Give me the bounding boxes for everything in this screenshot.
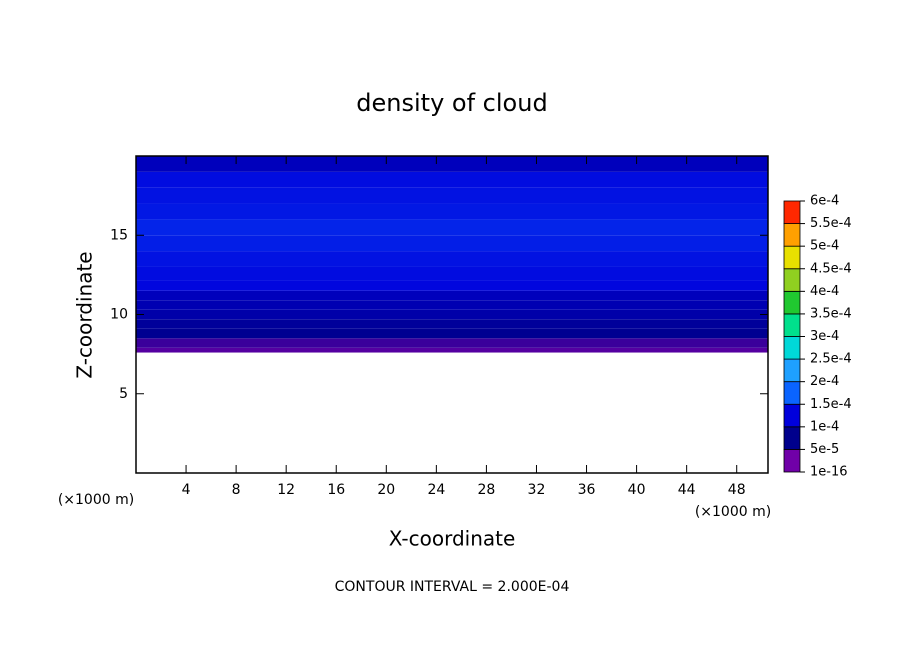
x-tick-label: 36: [578, 482, 596, 498]
x-tick-label: 28: [478, 482, 496, 498]
y-tick-label: 10: [110, 307, 128, 323]
x-tick-label: 8: [232, 482, 241, 498]
colorbar-label: 4e-4: [810, 284, 839, 299]
x-tick-label: 20: [377, 482, 395, 498]
contour-band: [136, 290, 768, 301]
colorbar-label: 2e-4: [810, 374, 839, 389]
x-tick-label: 40: [628, 482, 646, 498]
y-axis-label: Z-coordinate: [73, 251, 97, 378]
contour-band: [136, 266, 768, 281]
x-tick-label: 32: [528, 482, 546, 498]
colorbar-label: 1.5e-4: [810, 397, 852, 412]
contour-band: [136, 319, 768, 329]
contour-band: [136, 309, 768, 320]
x-unit: (×1000 m): [58, 492, 134, 508]
colorbar-box: [783, 449, 801, 473]
footer: CONTOUR INTERVAL = 2.000E-04: [335, 579, 570, 595]
colorbar-label: 2.5e-4: [810, 352, 852, 367]
colorbar-box: [783, 245, 801, 270]
contour-band: [136, 280, 768, 291]
x-tick-label: 44: [678, 482, 696, 498]
y-tick-label: 5: [119, 386, 128, 402]
contour-band: [136, 171, 768, 188]
colorbar-box: [783, 403, 801, 428]
colorbar-box: [783, 381, 801, 405]
x-tick-label: 4: [182, 482, 191, 498]
colorbar-box: [783, 223, 801, 247]
colorbar-label: 5e-4: [810, 239, 839, 254]
colorbar-box: [783, 313, 801, 337]
contour-band: [136, 347, 768, 353]
contour-band: [136, 300, 768, 310]
contour-band: [136, 251, 768, 267]
colorbar-label: 1e-4: [810, 419, 839, 434]
chart-title: density of cloud: [356, 89, 547, 117]
contour-band: [136, 219, 768, 236]
x-tick-label: 48: [728, 482, 746, 498]
colorbar-box: [783, 200, 801, 224]
colorbar-label: 1e-16: [810, 465, 848, 480]
colorbar-box: [783, 426, 801, 450]
colorbar-label: 3e-4: [810, 329, 839, 344]
colorbar-label: 5e-5: [810, 442, 839, 457]
contour-band: [136, 338, 768, 348]
x-tick-label: 24: [427, 482, 445, 498]
colorbar-label: 5.5e-4: [810, 216, 852, 231]
x-tick-label: 12: [277, 482, 295, 498]
y-tick-label: 15: [110, 227, 128, 243]
contour-band: [136, 156, 768, 172]
colorbar-box: [783, 290, 801, 315]
contour-band: [136, 203, 768, 220]
colorbar-label: 3.5e-4: [810, 306, 852, 321]
colorbar-label: 4.5e-4: [810, 261, 852, 276]
x-unit: (×1000 m): [695, 504, 771, 520]
colorbar-box: [783, 336, 801, 360]
colorbar-box: [783, 358, 801, 383]
x-axis-label: X-coordinate: [389, 527, 516, 551]
colorbar-box: [783, 268, 801, 292]
contour-band: [136, 328, 768, 339]
contour-band: [136, 235, 768, 252]
contour-band: [136, 187, 768, 204]
colorbar-label: 6e-4: [810, 194, 839, 209]
x-tick-label: 16: [327, 482, 345, 498]
